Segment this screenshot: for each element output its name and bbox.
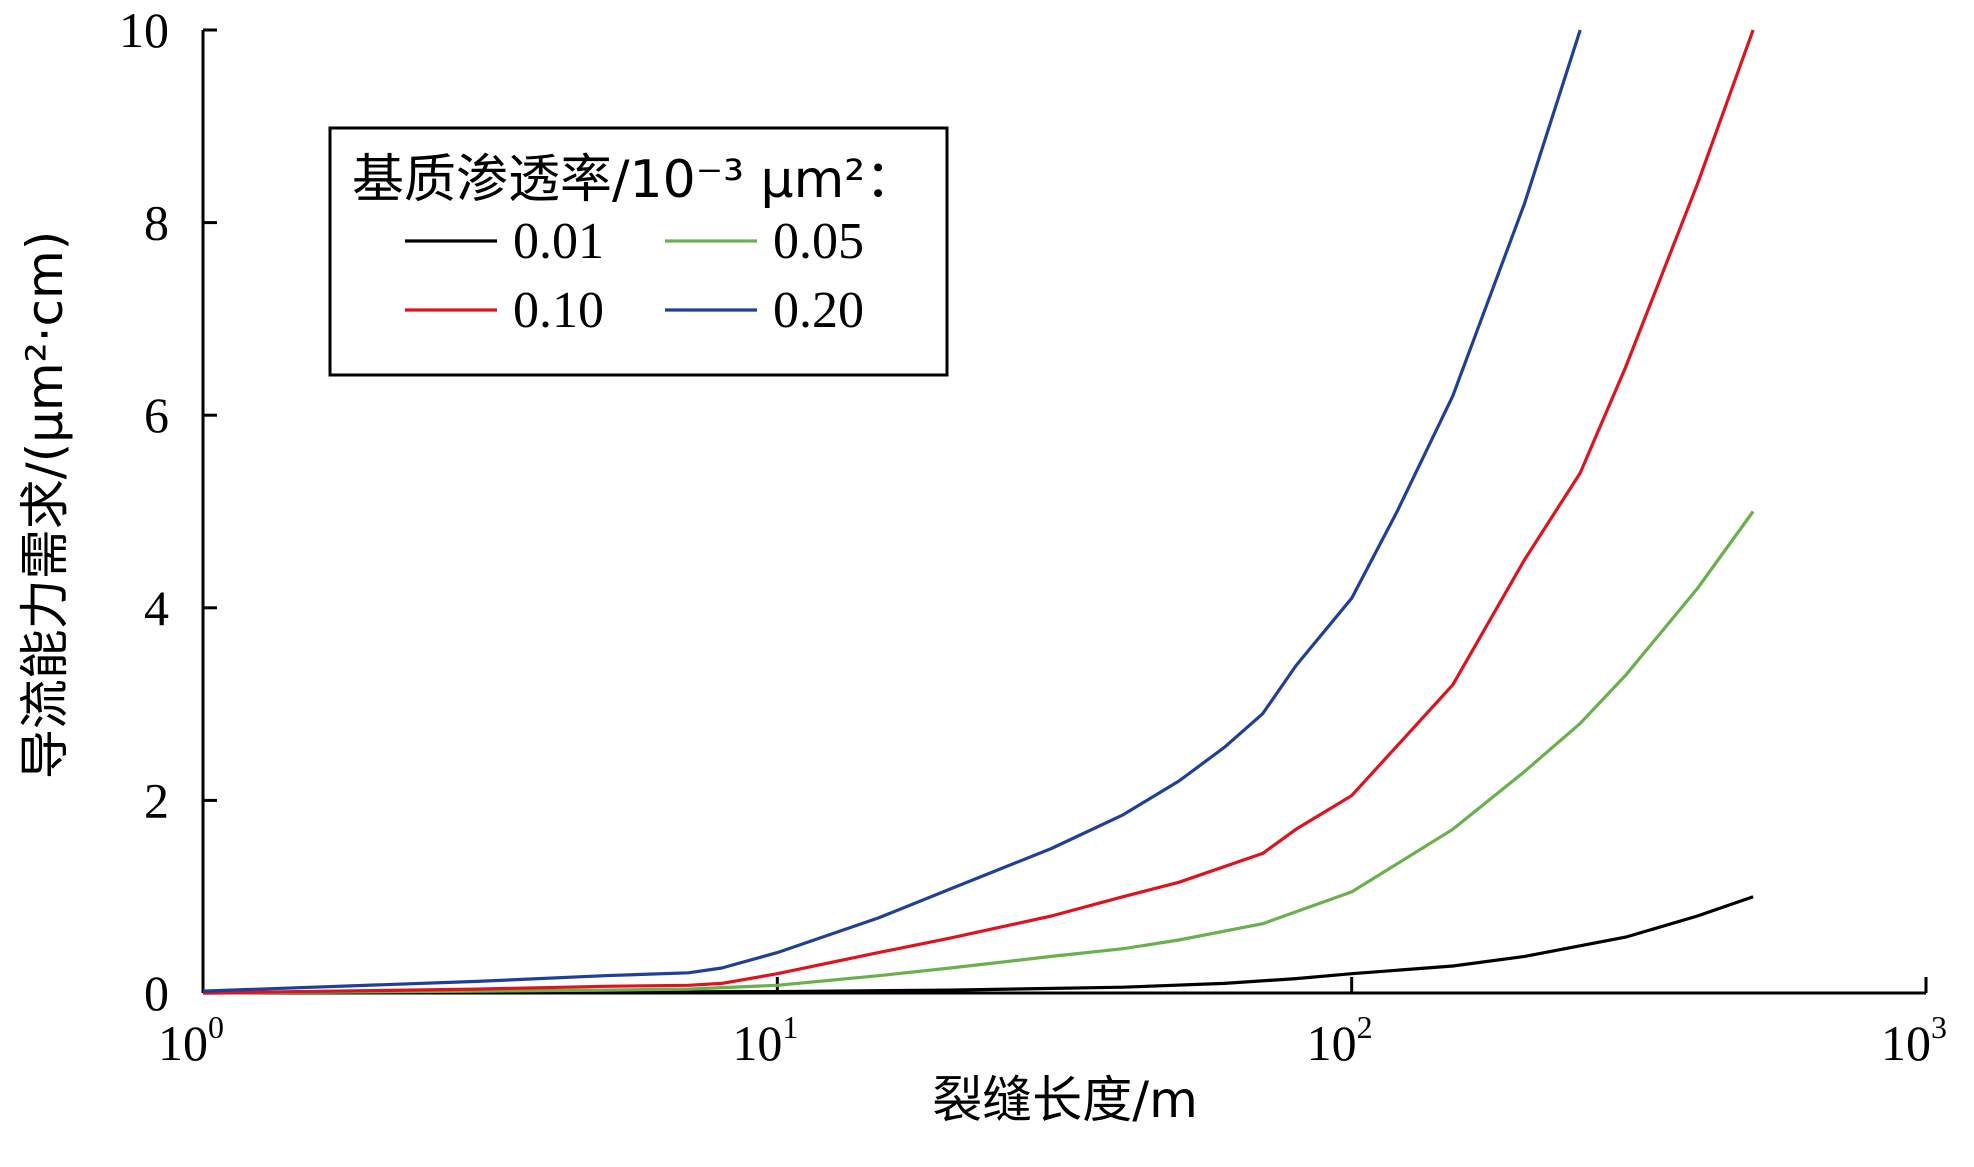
series-group: [202, 29, 1755, 995]
y-axis-title: 导流能力需求/(μm²·cm): [16, 231, 74, 780]
y-ticks: 0 2 4 6 8 10: [119, 2, 217, 1021]
series-line-0.01: [202, 895, 1754, 995]
x-tick-label: 100: [158, 1009, 224, 1071]
legend-title: 基质渗透率/10⁻³ μm²：: [352, 150, 917, 210]
x-ticks: 100 101 102 103: [158, 977, 1947, 1071]
legend-label-0.10: 0.10: [513, 282, 604, 339]
series-line-0.05: [202, 510, 1755, 995]
x-tick-label: 101: [732, 1009, 798, 1071]
series-line-0.20: [202, 29, 1582, 993]
y-tick-label: 2: [144, 772, 169, 828]
legend: 基质渗透率/10⁻³ μm²： 0.01 0.05 0.10 0.20: [328, 126, 949, 377]
x-tick-label: 103: [1881, 1009, 1947, 1071]
legend-items: 0.01 0.05 0.10 0.20: [405, 213, 864, 339]
legend-label-0.20: 0.20: [773, 282, 864, 339]
y-tick-label: 6: [144, 387, 169, 443]
legend-label-0.05: 0.05: [773, 213, 864, 270]
legend-box: [328, 126, 949, 377]
x-axis-title: 裂缝长度/m: [932, 1071, 1198, 1129]
y-tick-label: 10: [119, 2, 169, 58]
y-tick-label: 4: [144, 580, 169, 636]
y-tick-label: 0: [144, 965, 169, 1021]
x-tick-label: 102: [1307, 1009, 1373, 1071]
axes: 0 2 4 6 8 10 100 101 102 103: [119, 2, 1947, 1071]
series-line-0.10: [202, 29, 1755, 995]
legend-label-0.01: 0.01: [513, 213, 604, 270]
y-tick-label: 8: [144, 195, 169, 251]
